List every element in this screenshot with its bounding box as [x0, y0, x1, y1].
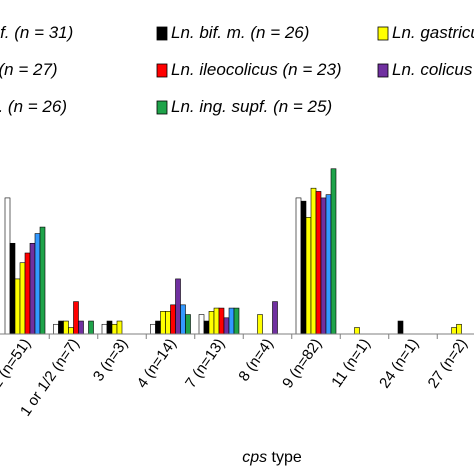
- bar-ln-gastricus-n-27-9-n-82: [305, 217, 312, 335]
- bar-ln-cerv-supf-n-31-9-n-82: [295, 197, 302, 335]
- bar-ln-bif-m-n-26-4-n-14: [155, 320, 161, 335]
- legend-label-ln-iliacus-m-n-26: Ln. iliacus m. (n = 26): [0, 97, 67, 116]
- bar-ln-iliacus-m-n-26-2-n-51: [34, 233, 41, 335]
- x-tick-label: 8 (n=4): [235, 336, 276, 385]
- bar-ln-gastricus-n-27-8-n-4: [257, 314, 263, 335]
- bar-ln-jejunalis-n-27-3-n-3: [116, 320, 123, 335]
- legend-label-ln-jejunalis-n-27: Ln. jejunalis (n = 27): [0, 60, 58, 79]
- bar-ln-bif-m-n-26-2-n-51: [9, 242, 16, 335]
- x-axis-title: cps type: [242, 449, 302, 466]
- x-tick-label: 4 (n=14): [134, 336, 180, 392]
- x-tick-label: 7 (n=13): [182, 336, 228, 392]
- legend-label-ln-ing-supf-n-25: Ln. ing. supf. (n = 25): [171, 97, 332, 116]
- bar-ln-bif-m-n-26-7-n-13: [203, 320, 210, 335]
- bar-ln-cerv-supf-n-31-2-n-51: [4, 197, 11, 335]
- bar-ln-ileocolicus-n-23-1-or-1-2-n-7: [73, 301, 79, 335]
- legend-swatch-ln-ing-supf-n-25: [156, 100, 168, 115]
- bar-ln-ileocolicus-n-23-2-n-51: [24, 252, 31, 335]
- legend-swatch-ln-colicus-n-24: [377, 63, 389, 78]
- bar-ln-gastricus-n-27-11-n-1: [354, 327, 360, 335]
- legend-swatch-ln-bif-m-n-26: [156, 26, 168, 41]
- bar-ln-jejunalis-n-27-7-n-13: [213, 307, 220, 335]
- x-tick-label: 2 (n=51): [0, 336, 34, 392]
- x-tick-label: 9 (n=82): [279, 336, 325, 392]
- bar-ln-bif-m-n-26-1-or-1-2-n-7: [58, 320, 64, 335]
- bar-ln-iliacus-m-n-26-7-n-13: [228, 307, 235, 335]
- bar-ln-colicus-n-24-8-n-4: [272, 301, 278, 335]
- bar-ln-ileocolicus-n-23-4-n-14: [170, 304, 176, 335]
- bar-ln-cerv-supf-n-31-3-n-3: [101, 323, 108, 335]
- legend-label-ln-ileocolicus-n-23: Ln. ileocolicus (n = 23): [171, 60, 342, 79]
- bar-ln-iliacus-m-n-26-9-n-82: [325, 194, 332, 335]
- bar-ln-jejunalis-n-27-4-n-14: [165, 311, 171, 335]
- bar-ln-ileocolicus-n-23-9-n-82: [315, 191, 322, 335]
- legend-label-ln-colicus-n-24: Ln. colicus (n = 24): [392, 60, 474, 79]
- bar-ln-cerv-supf-n-31-7-n-13: [198, 314, 205, 335]
- legend-swatch-ln-gastricus-n-27: [377, 26, 389, 41]
- bar-ln-gastricus-n-27-1-or-1-2-n-7: [63, 320, 69, 335]
- bar-ln-ing-supf-n-25-7-n-13: [233, 307, 240, 335]
- bar-ln-gastricus-n-27-7-n-13: [208, 311, 215, 335]
- bar-ln-gastricus-n-27-27-n-2: [451, 327, 457, 335]
- bar-ln-iliacus-m-n-26-4-n-14: [180, 304, 186, 335]
- bar-ln-colicus-n-24-1-or-1-2-n-7: [78, 320, 84, 335]
- bar-ln-jejunalis-n-27-27-n-2: [456, 323, 462, 335]
- bar-ln-colicus-n-24-4-n-14: [175, 278, 181, 335]
- legend-label-ln-gastricus-n-27: Ln. gastricus (n = 27): [392, 23, 474, 42]
- bar-ln-ing-supf-n-25-4-n-14: [185, 314, 191, 335]
- bar-ln-colicus-n-24-2-n-51: [29, 242, 36, 335]
- bar-ln-gastricus-n-27-3-n-3: [111, 323, 118, 335]
- bar-ln-colicus-n-24-9-n-82: [320, 197, 327, 335]
- bar-ln-cerv-supf-n-31-1-or-1-2-n-7: [53, 323, 59, 335]
- x-tick-label: 24 (n=1): [376, 336, 422, 392]
- legend-label-ln-bif-m-n-26: Ln. bif. m. (n = 26): [171, 23, 309, 42]
- bar-ln-bif-m-n-26-24-n-1: [397, 320, 404, 335]
- legend-label-ln-cerv-supf-n-31: Ln. cerv. supf. (n = 31): [0, 23, 73, 42]
- plot-area: [0, 168, 474, 335]
- bar-ln-gastricus-n-27-2-n-51: [14, 278, 21, 335]
- bar-ln-ing-supf-n-25-9-n-82: [330, 168, 337, 335]
- bar-ln-ing-supf-n-25-2-n-51: [39, 226, 46, 335]
- bar-ln-jejunalis-n-27-2-n-51: [19, 262, 26, 335]
- bar-ln-gastricus-n-27-4-n-14: [160, 311, 166, 335]
- bar-ln-ing-supf-n-25-1-or-1-2-n-7: [88, 320, 94, 335]
- bar-ln-colicus-n-24-7-n-13: [223, 317, 230, 335]
- bar-ln-jejunalis-n-27-1-or-1-2-n-7: [68, 327, 74, 335]
- x-tick-label: 3 (n=3): [90, 336, 131, 385]
- bar-ln-jejunalis-n-27-9-n-82: [310, 187, 317, 335]
- bar-ln-ileocolicus-n-23-7-n-13: [218, 307, 225, 335]
- x-tick-labels: 2 (n=51)1 or 1/2 (n=7) 3 (n=3) 4 (n=14) 7 (…: [0, 334, 471, 419]
- bar-ln-cerv-supf-n-31-4-n-14: [150, 323, 156, 335]
- bar-ln-bif-m-n-26-9-n-82: [300, 200, 307, 335]
- bar-ln-bif-m-n-26-3-n-3: [106, 320, 113, 335]
- legend-swatch-ln-ileocolicus-n-23: [156, 63, 168, 78]
- legend: Ln. cerv. supf. (n = 31) Ln. bif. m. (n =…: [0, 23, 474, 116]
- x-tick-label: 27 (n=2): [425, 336, 471, 392]
- x-tick-label: 11 (n=1): [328, 336, 374, 391]
